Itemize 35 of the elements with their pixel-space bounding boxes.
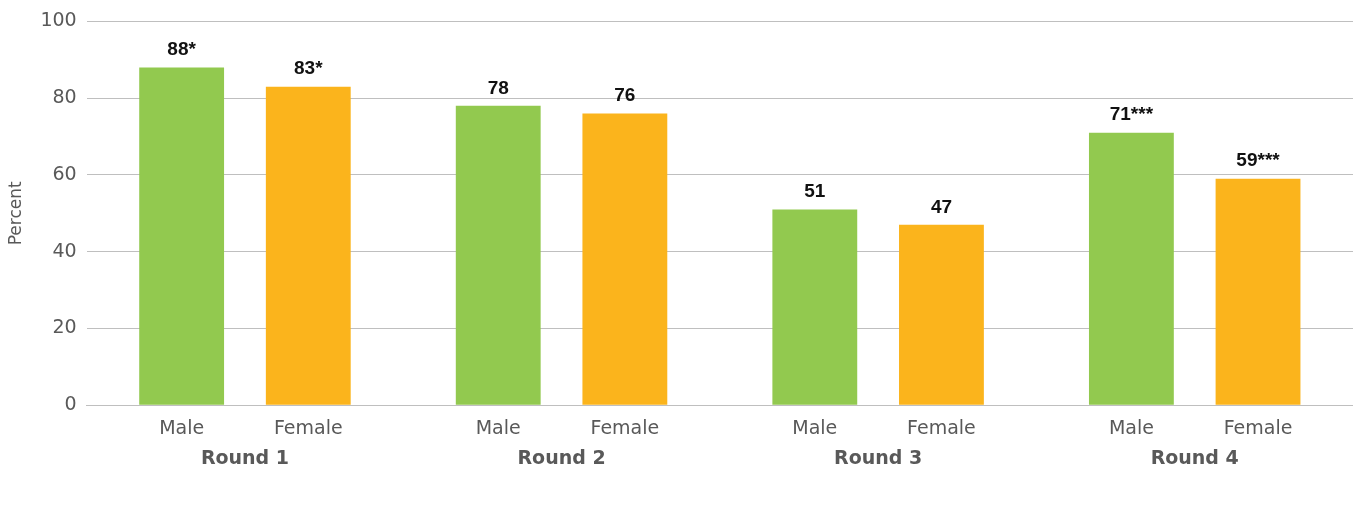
bar — [1088, 132, 1174, 405]
data-label: 51 — [804, 180, 826, 202]
text: Female — [1223, 416, 1293, 439]
bar — [899, 224, 984, 405]
text: Female — [907, 416, 976, 439]
y-tick-label: 0 — [64, 392, 77, 415]
series-label: Female — [273, 416, 343, 439]
data-label: 83* — [294, 57, 324, 79]
x-tick-label: Round 2 — [517, 445, 606, 468]
text: Male — [1108, 416, 1154, 439]
data-label: 71*** — [1109, 103, 1154, 125]
bar — [139, 67, 225, 405]
y-tick-label: 20 — [52, 315, 77, 338]
data-label: 59*** — [1236, 149, 1281, 171]
data-label: 78 — [487, 76, 509, 98]
bar — [455, 105, 541, 405]
y-tick-label: 40 — [52, 238, 77, 261]
bar — [1215, 178, 1301, 405]
data-label: 76 — [614, 84, 636, 106]
bar — [772, 209, 858, 405]
y-tick-label: 80 — [52, 85, 77, 108]
data-label: 47 — [930, 195, 953, 217]
x-tick-label: Round 4 — [1150, 445, 1239, 468]
text: Female — [590, 416, 660, 439]
bar — [582, 113, 668, 405]
x-tick-label: Round 1 — [200, 445, 290, 468]
series-label: Male — [159, 416, 205, 439]
data-label: 88* — [167, 38, 197, 60]
y-axis-title: Percent — [4, 180, 25, 246]
text: Male — [475, 416, 521, 439]
x-tick-label: Round 3 — [834, 445, 923, 468]
text: Male — [792, 416, 838, 439]
y-tick-label: 60 — [52, 161, 77, 184]
bar — [265, 86, 351, 405]
y-tick-label: 100 — [40, 8, 77, 31]
